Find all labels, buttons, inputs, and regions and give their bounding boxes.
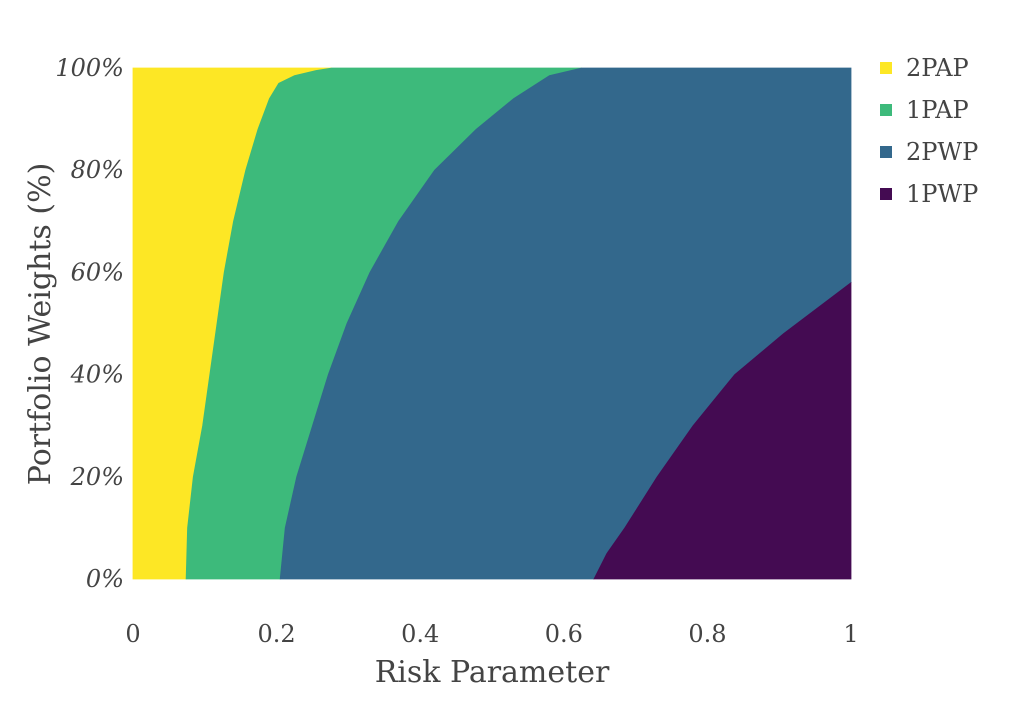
y-tick-label: 80% [71, 156, 124, 184]
legend-label-2pap: 2PAP [906, 54, 969, 82]
x-axis-ticks: 0 0.2 0.4 0.6 0.8 1 [125, 620, 858, 648]
x-tick-label: 0.2 [258, 620, 296, 648]
region-1pwp [593, 281, 852, 580]
legend-label-1pap: 1PAP [906, 96, 969, 124]
legend: 2PAP 1PAP 2PWP 1PWP [880, 54, 978, 208]
y-tick-label: 60% [71, 258, 124, 286]
y-axis-ticks: 0% 20% 40% 60% 80% 100% [55, 54, 124, 593]
y-axis-title: Portfolio Weights (%) [23, 163, 58, 486]
legend-swatch-2pwp [880, 146, 892, 158]
legend-label-1pwp: 1PWP [906, 180, 978, 208]
legend-swatch-1pap [880, 104, 892, 116]
legend-swatch-1pwp [880, 188, 892, 200]
y-tick-label: 100% [55, 54, 124, 82]
plot-area [132, 67, 852, 580]
y-tick-label: 40% [70, 361, 124, 389]
y-tick-label: 20% [70, 463, 124, 491]
x-tick-label: 0.8 [688, 620, 726, 648]
x-axis-title: Risk Parameter [375, 655, 610, 690]
x-tick-label: 0.4 [401, 620, 439, 648]
y-tick-label: 0% [86, 565, 124, 593]
legend-swatch-2pap [880, 62, 892, 74]
x-tick-label: 0 [125, 620, 140, 648]
x-tick-label: 1 [843, 620, 858, 648]
legend-label-2pwp: 2PWP [906, 138, 978, 166]
x-tick-label: 0.6 [545, 620, 583, 648]
